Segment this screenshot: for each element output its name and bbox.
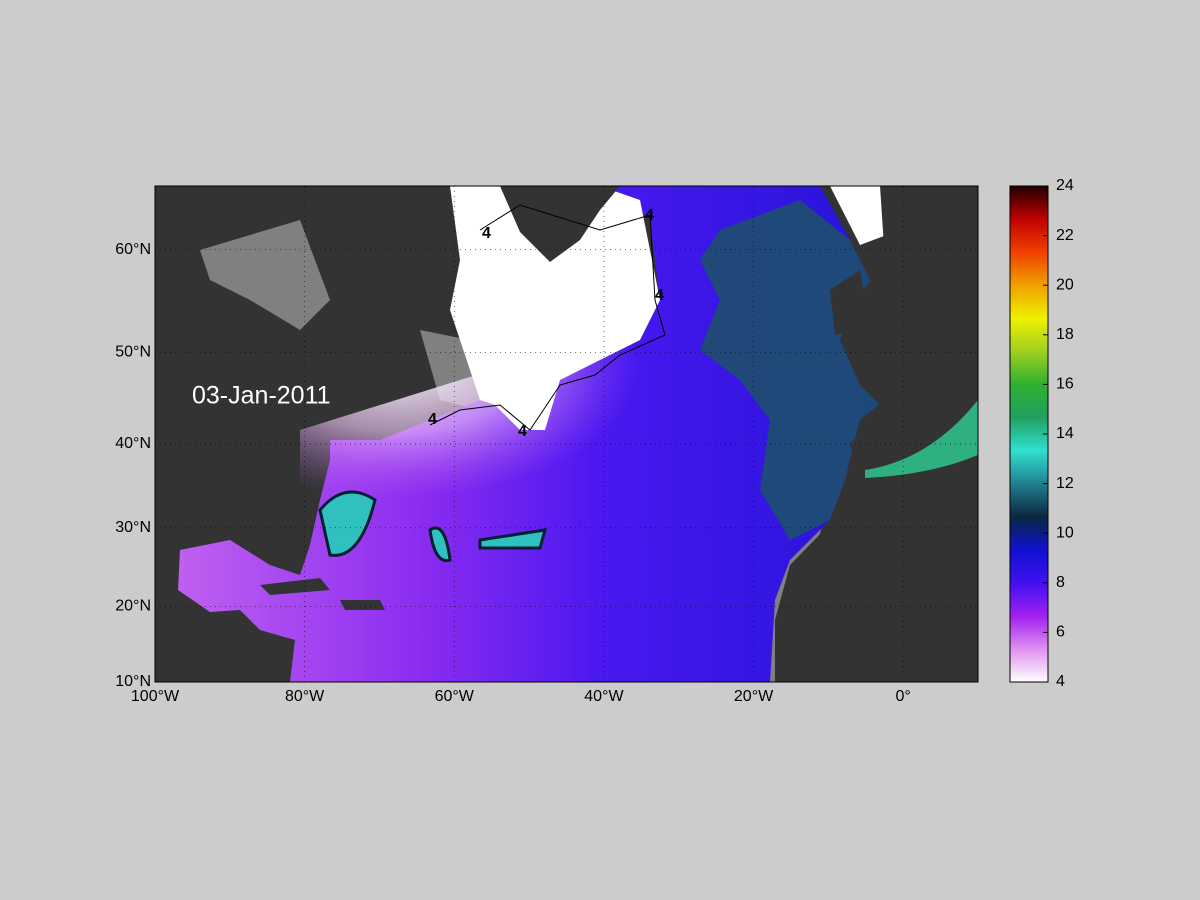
lon-tick-label: 100°W (131, 688, 180, 705)
colorbar-tick-label: 24 (1056, 177, 1074, 194)
lat-tick-label: 60°N (115, 241, 151, 258)
colorbar-tick-label: 16 (1056, 376, 1074, 393)
contour-line (429, 204, 666, 431)
lon-tick-label: 20°W (734, 688, 774, 705)
colorbar-tick-label: 8 (1056, 574, 1065, 591)
lon-tick-label: 40°W (584, 688, 624, 705)
colorbar-tick-label: 10 (1056, 524, 1074, 541)
lat-tick-label: 50°N (115, 344, 151, 361)
contour-label: 4 (645, 207, 654, 224)
lat-tick-label: 40°N (115, 435, 151, 452)
contour-label: 4 (482, 225, 491, 242)
caribbean-islands (260, 578, 385, 610)
africa (775, 485, 978, 682)
colorbar (1009, 185, 1049, 683)
lat-tick-label: 20°N (115, 598, 151, 615)
map-frame (154, 185, 979, 683)
colorbar-tick-label: 12 (1056, 475, 1074, 492)
contour-label: 4 (655, 287, 664, 304)
colorbar-tick-label: 22 (1056, 227, 1074, 244)
colorbar-tick-label: 14 (1056, 425, 1074, 442)
colorbar-tick-label: 4 (1056, 673, 1065, 690)
colorbar-tick-label: 20 (1056, 276, 1074, 293)
contour-label: 4 (428, 411, 437, 428)
sea-ice (450, 186, 660, 430)
date-label: 03-Jan-2011 (192, 382, 331, 410)
europe (830, 186, 978, 470)
contour-label: 4 (518, 423, 527, 440)
map-area: 4 4 4 4 4 (155, 186, 978, 682)
eddies (318, 490, 548, 563)
mediterranean (865, 400, 978, 478)
lon-tick-label: 80°W (285, 688, 325, 705)
lon-tick-label: 60°W (435, 688, 475, 705)
lat-tick-label: 10°N (115, 673, 151, 690)
greenland (500, 186, 620, 262)
lon-tick-label: 0° (896, 688, 911, 705)
colorbar-tick-label: 18 (1056, 326, 1074, 343)
lat-tick-label: 30°N (115, 519, 151, 536)
colorbar-tick-label: 6 (1056, 624, 1065, 641)
